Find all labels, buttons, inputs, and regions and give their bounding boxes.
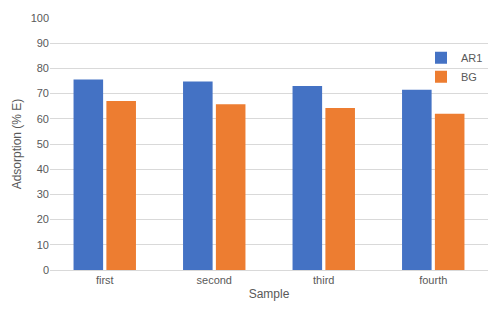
svg-text:0: 0 (43, 264, 49, 276)
svg-text:first: first (96, 274, 114, 286)
svg-text:Sample: Sample (249, 287, 290, 301)
svg-text:fourth: fourth (419, 274, 447, 286)
svg-text:second: second (197, 274, 232, 286)
svg-text:BG: BG (461, 71, 477, 83)
svg-text:Adsorption (% E): Adsorption (% E) (10, 99, 24, 190)
svg-text:90: 90 (37, 37, 49, 49)
svg-text:third: third (313, 274, 334, 286)
svg-text:AR1: AR1 (461, 52, 482, 64)
svg-text:50: 50 (37, 138, 49, 150)
svg-text:80: 80 (37, 62, 49, 74)
svg-text:60: 60 (37, 113, 49, 125)
svg-text:30: 30 (37, 188, 49, 200)
svg-text:10: 10 (37, 239, 49, 251)
svg-text:100: 100 (31, 12, 49, 24)
svg-text:20: 20 (37, 213, 49, 225)
svg-text:70: 70 (37, 87, 49, 99)
svg-text:40: 40 (37, 163, 49, 175)
